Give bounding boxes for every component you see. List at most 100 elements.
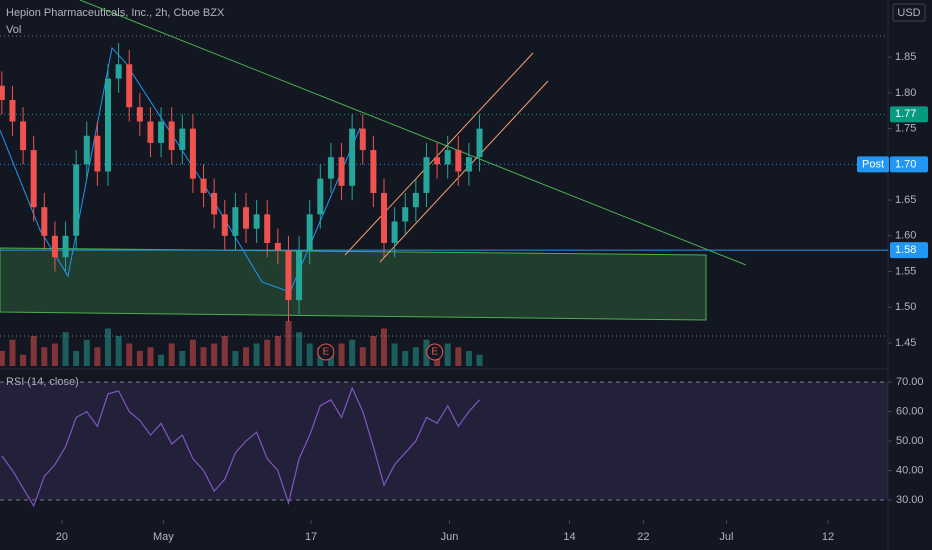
volume-bar bbox=[9, 339, 16, 366]
candle-body bbox=[243, 207, 249, 229]
x-tick-label: 20 bbox=[56, 531, 68, 543]
currency-box[interactable] bbox=[892, 3, 926, 22]
volume-bar bbox=[51, 343, 58, 366]
volume-bar bbox=[359, 347, 366, 366]
volume-bar bbox=[83, 339, 90, 366]
x-tick-label: 12 bbox=[822, 531, 834, 543]
volume-bar bbox=[136, 351, 143, 366]
candle-body bbox=[189, 128, 196, 179]
volume-bar bbox=[455, 347, 462, 366]
volume-bar bbox=[147, 347, 154, 366]
volume-label: Vol bbox=[6, 24, 21, 36]
channel-line bbox=[379, 80, 549, 263]
y-tick-label: 1.55 bbox=[895, 265, 916, 277]
candle-body bbox=[9, 100, 16, 122]
earnings-label: E bbox=[323, 347, 330, 358]
candle-body bbox=[62, 235, 69, 258]
volume-bar bbox=[370, 336, 377, 366]
candle-body bbox=[359, 128, 366, 151]
channel-line bbox=[344, 52, 534, 256]
candle-body bbox=[338, 157, 345, 186]
candle-body bbox=[465, 157, 472, 172]
y-tick-label: 1.80 bbox=[895, 87, 916, 99]
price-label: 1.77 bbox=[895, 108, 916, 120]
candle-body bbox=[370, 150, 377, 193]
price-label: 1.70 bbox=[895, 158, 916, 170]
volume-bar bbox=[189, 339, 196, 366]
support-zone bbox=[0, 247, 707, 321]
volume-bar bbox=[391, 343, 398, 366]
volume-bar bbox=[412, 347, 419, 366]
candle-body bbox=[391, 221, 398, 243]
volume-bar bbox=[465, 351, 472, 366]
y-tick-label: 1.65 bbox=[895, 194, 916, 206]
volume-bar bbox=[0, 351, 5, 366]
x-tick-label: Jul bbox=[719, 531, 733, 543]
candle-body bbox=[253, 214, 260, 229]
volume-bar bbox=[274, 336, 281, 366]
volume-bar bbox=[94, 347, 101, 366]
volume-bar bbox=[200, 347, 207, 366]
price-label-box bbox=[890, 242, 928, 259]
price-name-box bbox=[857, 156, 889, 173]
volume-bar bbox=[285, 321, 292, 366]
candle-body bbox=[285, 250, 292, 301]
volume-bar bbox=[179, 351, 186, 366]
volume-bar bbox=[381, 328, 387, 366]
candle-body bbox=[168, 121, 175, 151]
candle-body bbox=[20, 121, 27, 151]
volume-bar bbox=[221, 336, 228, 366]
volume-bar bbox=[211, 343, 218, 366]
volume-bar bbox=[243, 347, 249, 366]
rsi-band bbox=[0, 382, 888, 500]
rsi-line bbox=[1, 386, 480, 508]
candle-body bbox=[147, 121, 154, 143]
earnings-marker bbox=[426, 343, 444, 361]
candle-body bbox=[264, 214, 271, 243]
y-tick-label: 1.85 bbox=[895, 51, 916, 63]
y-tick-label: 1.45 bbox=[895, 337, 916, 349]
volume-bar bbox=[115, 336, 122, 366]
earnings-label: E bbox=[431, 347, 438, 358]
candle-body bbox=[232, 207, 239, 236]
candle-body bbox=[476, 128, 483, 158]
y-tick-label: 60.00 bbox=[896, 405, 924, 417]
candle-body bbox=[402, 207, 409, 222]
candle-body bbox=[274, 242, 281, 251]
x-tick-label: 22 bbox=[637, 531, 649, 543]
candle-body bbox=[0, 85, 5, 101]
x-tick-label: May bbox=[153, 531, 174, 543]
candle-body bbox=[423, 157, 430, 193]
volume-bar bbox=[349, 339, 356, 366]
volume-bar bbox=[126, 343, 133, 366]
trend-line bbox=[79, 0, 747, 266]
candle-body bbox=[444, 150, 451, 165]
price-label-box bbox=[890, 156, 928, 173]
y-tick-label: 1.50 bbox=[895, 301, 916, 313]
candle-body bbox=[83, 135, 90, 165]
x-tick-label: 17 bbox=[305, 531, 317, 543]
volume-bar bbox=[296, 332, 303, 366]
price-name: Post bbox=[862, 158, 884, 170]
candle-body bbox=[105, 78, 111, 172]
candle-body bbox=[94, 135, 101, 172]
volume-bar bbox=[41, 347, 48, 366]
candle-body bbox=[221, 214, 228, 236]
candle-body bbox=[41, 207, 48, 236]
candle-body bbox=[327, 157, 334, 179]
volume-bar bbox=[232, 351, 239, 366]
volume-bar bbox=[306, 343, 313, 366]
candle-body bbox=[51, 235, 58, 258]
candle-body bbox=[211, 192, 218, 215]
candle-body bbox=[200, 178, 207, 193]
x-tick-label: Jun bbox=[441, 531, 459, 543]
volume-bar bbox=[73, 351, 80, 366]
y-tick-label: 40.00 bbox=[896, 464, 924, 476]
candle-body bbox=[349, 128, 356, 186]
candle-body bbox=[455, 150, 462, 172]
currency[interactable]: USD bbox=[897, 7, 920, 19]
earnings-marker bbox=[317, 343, 335, 361]
candle-body bbox=[296, 250, 303, 301]
candle-body bbox=[317, 178, 324, 215]
